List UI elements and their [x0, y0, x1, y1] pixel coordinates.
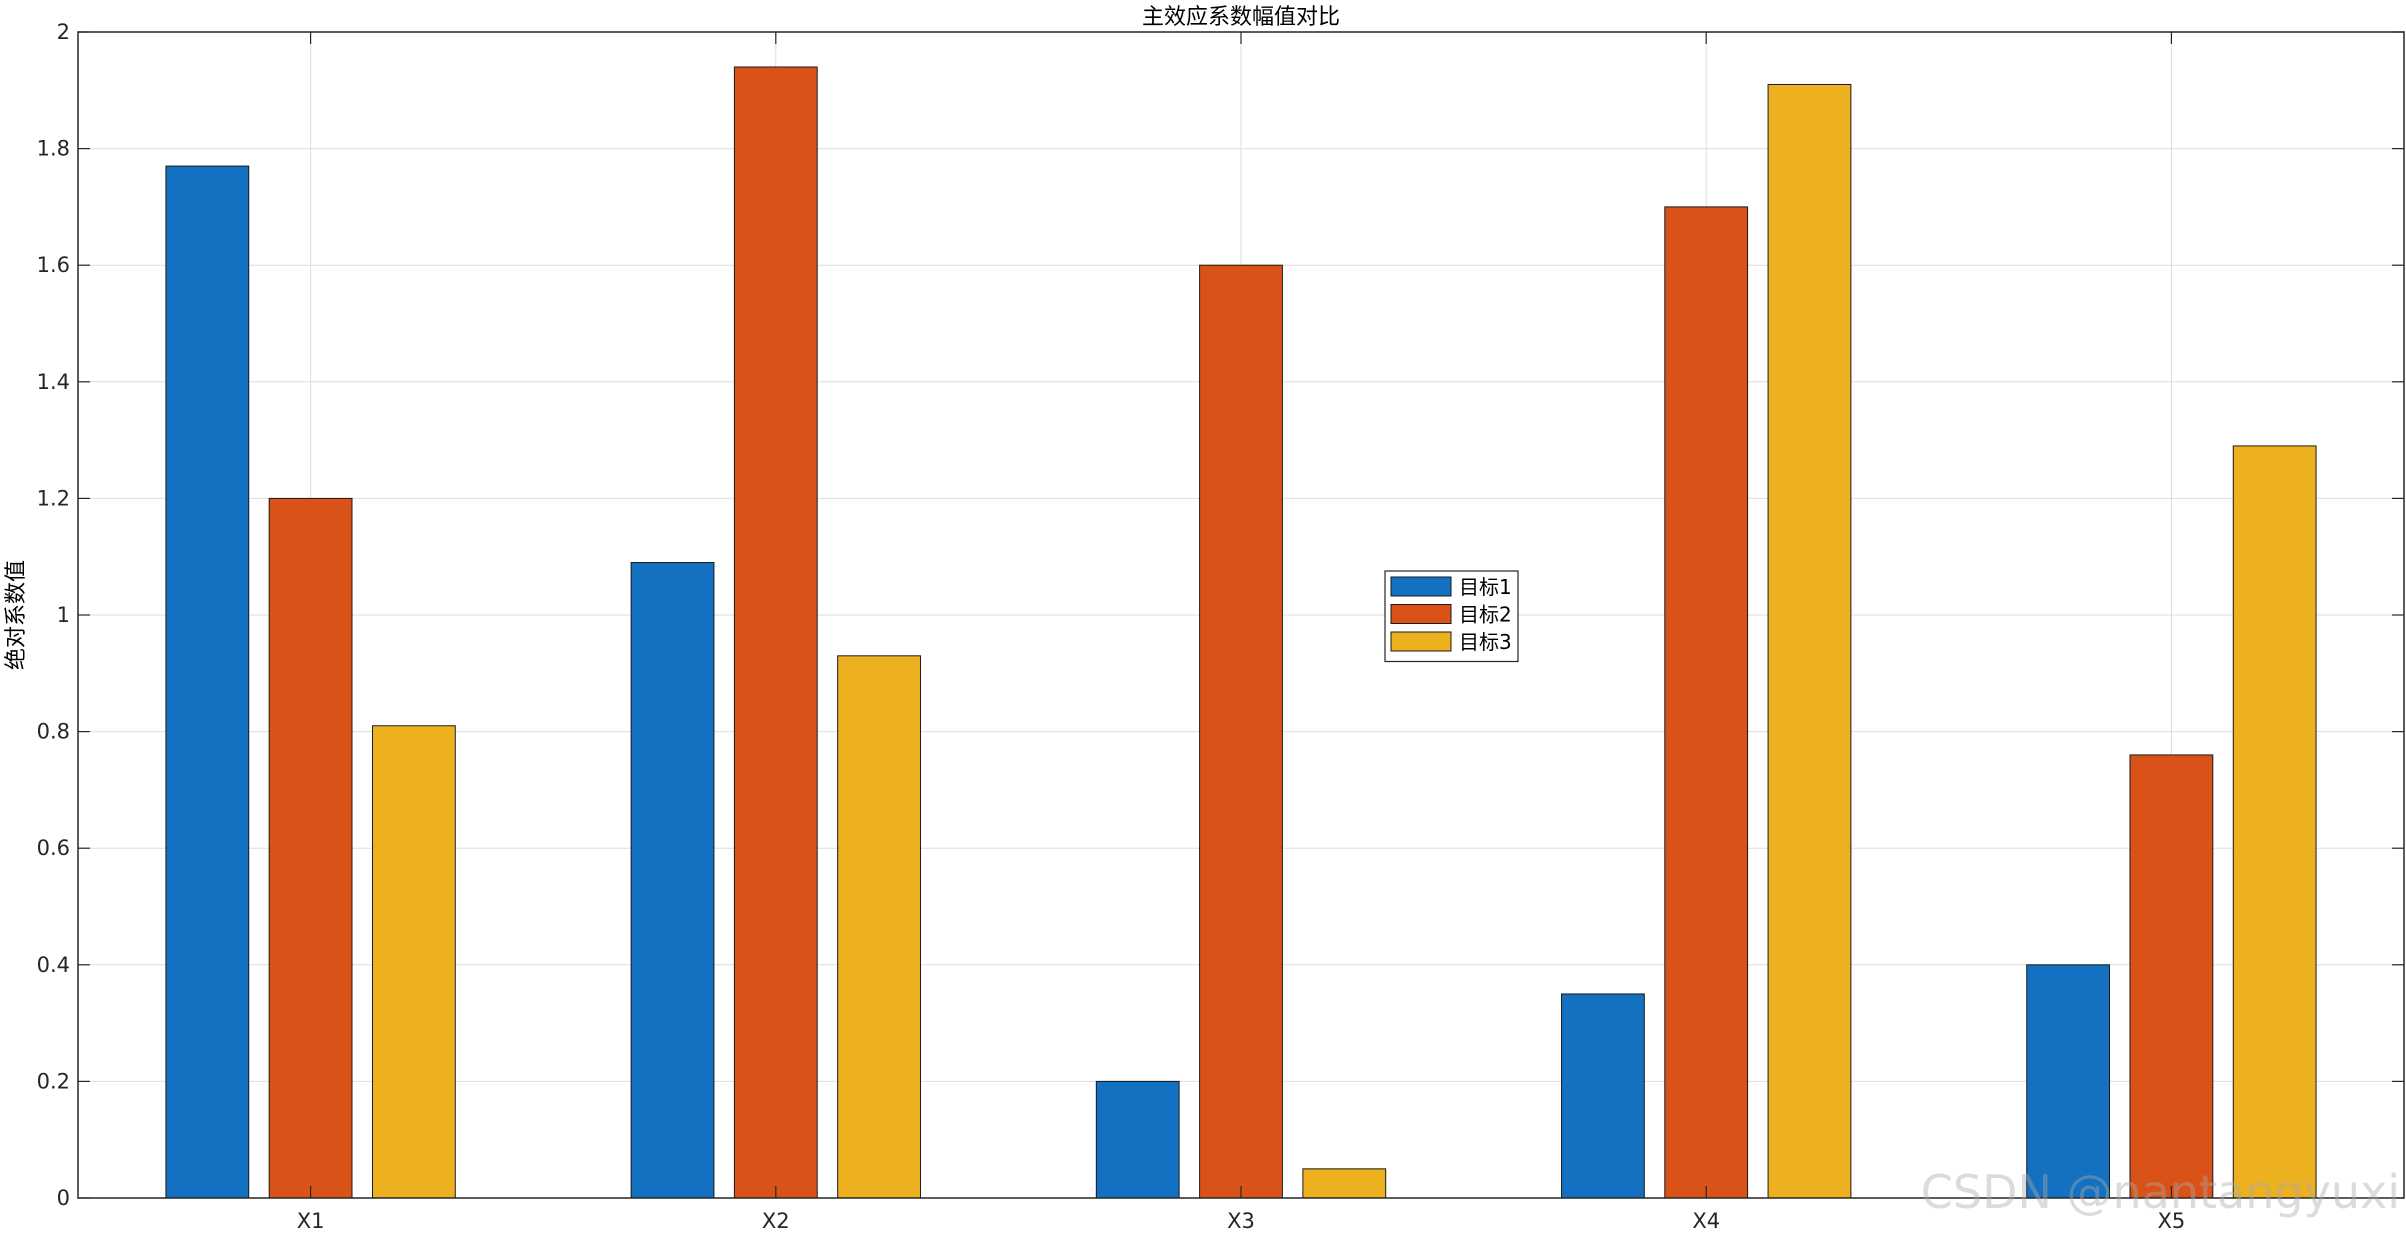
x-tick-label: X5 [2158, 1209, 2186, 1233]
bar-目标1-X4 [1561, 993, 1645, 1199]
y-tick-label: 1.6 [37, 253, 70, 277]
y-tick-label: 1.2 [37, 486, 70, 510]
bar-目标3-X2 [837, 655, 921, 1199]
legend: 目标1 目标2 目标3 [1384, 570, 1519, 663]
legend-swatch [1390, 576, 1452, 597]
legend-label: 目标3 [1459, 630, 1512, 654]
y-tick-label: 0.8 [37, 720, 70, 744]
x-tick-label: X1 [297, 1209, 325, 1233]
bar-目标1-X3 [1095, 1080, 1180, 1199]
watermark: CSDN @nantangyuxi [1920, 1165, 2400, 1219]
bar-目标1-X5 [2026, 964, 2111, 1199]
x-tick-label: X4 [1692, 1209, 1720, 1233]
bar-目标2-X3 [1199, 264, 1283, 1199]
x-tick-label: X3 [1227, 1209, 1255, 1233]
bar-目标3-X1 [371, 725, 456, 1199]
y-tick-label: 0.6 [37, 836, 70, 860]
y-axis-label: 绝对系数值 [4, 560, 29, 670]
legend-swatch [1390, 604, 1452, 624]
chart-title: 主效应系数幅值对比 [1142, 5, 1340, 30]
legend-swatch [1390, 631, 1452, 652]
y-tick-label: 0.4 [37, 953, 70, 977]
axis-ticks [78, 31, 2404, 1199]
bars [165, 66, 2317, 1199]
bar-目标1-X1 [165, 165, 250, 1199]
bar-目标3-X4 [1767, 83, 1852, 1199]
bar-目标2-X1 [268, 497, 353, 1199]
x-tick-label: X2 [762, 1209, 790, 1233]
legend-label: 目标1 [1459, 575, 1512, 599]
y-tick-label: 1.8 [37, 137, 70, 161]
y-tick-label: 1 [57, 603, 70, 627]
bar-目标1-X2 [630, 562, 715, 1199]
bar-目标2-X2 [733, 66, 818, 1199]
bar-目标3-X3 [1302, 1168, 1387, 1199]
legend-label: 目标2 [1459, 603, 1512, 627]
y-tick-labels: 0 0.2 0.4 0.6 0.8 1 1.2 1.4 1.6 1.8 2 [37, 20, 70, 1210]
bar-目标3-X5 [2232, 445, 2317, 1199]
bar-目标2-X5 [2129, 754, 2214, 1199]
y-tick-label: 0 [57, 1186, 70, 1210]
bar-目标2-X4 [1664, 206, 1749, 1199]
y-tick-label: 1.4 [37, 370, 70, 394]
x-tick-labels: X1 X2 X3 X4 X5 [297, 1209, 2186, 1233]
y-tick-label: 2 [57, 20, 70, 44]
y-tick-label: 0.2 [37, 1069, 70, 1093]
